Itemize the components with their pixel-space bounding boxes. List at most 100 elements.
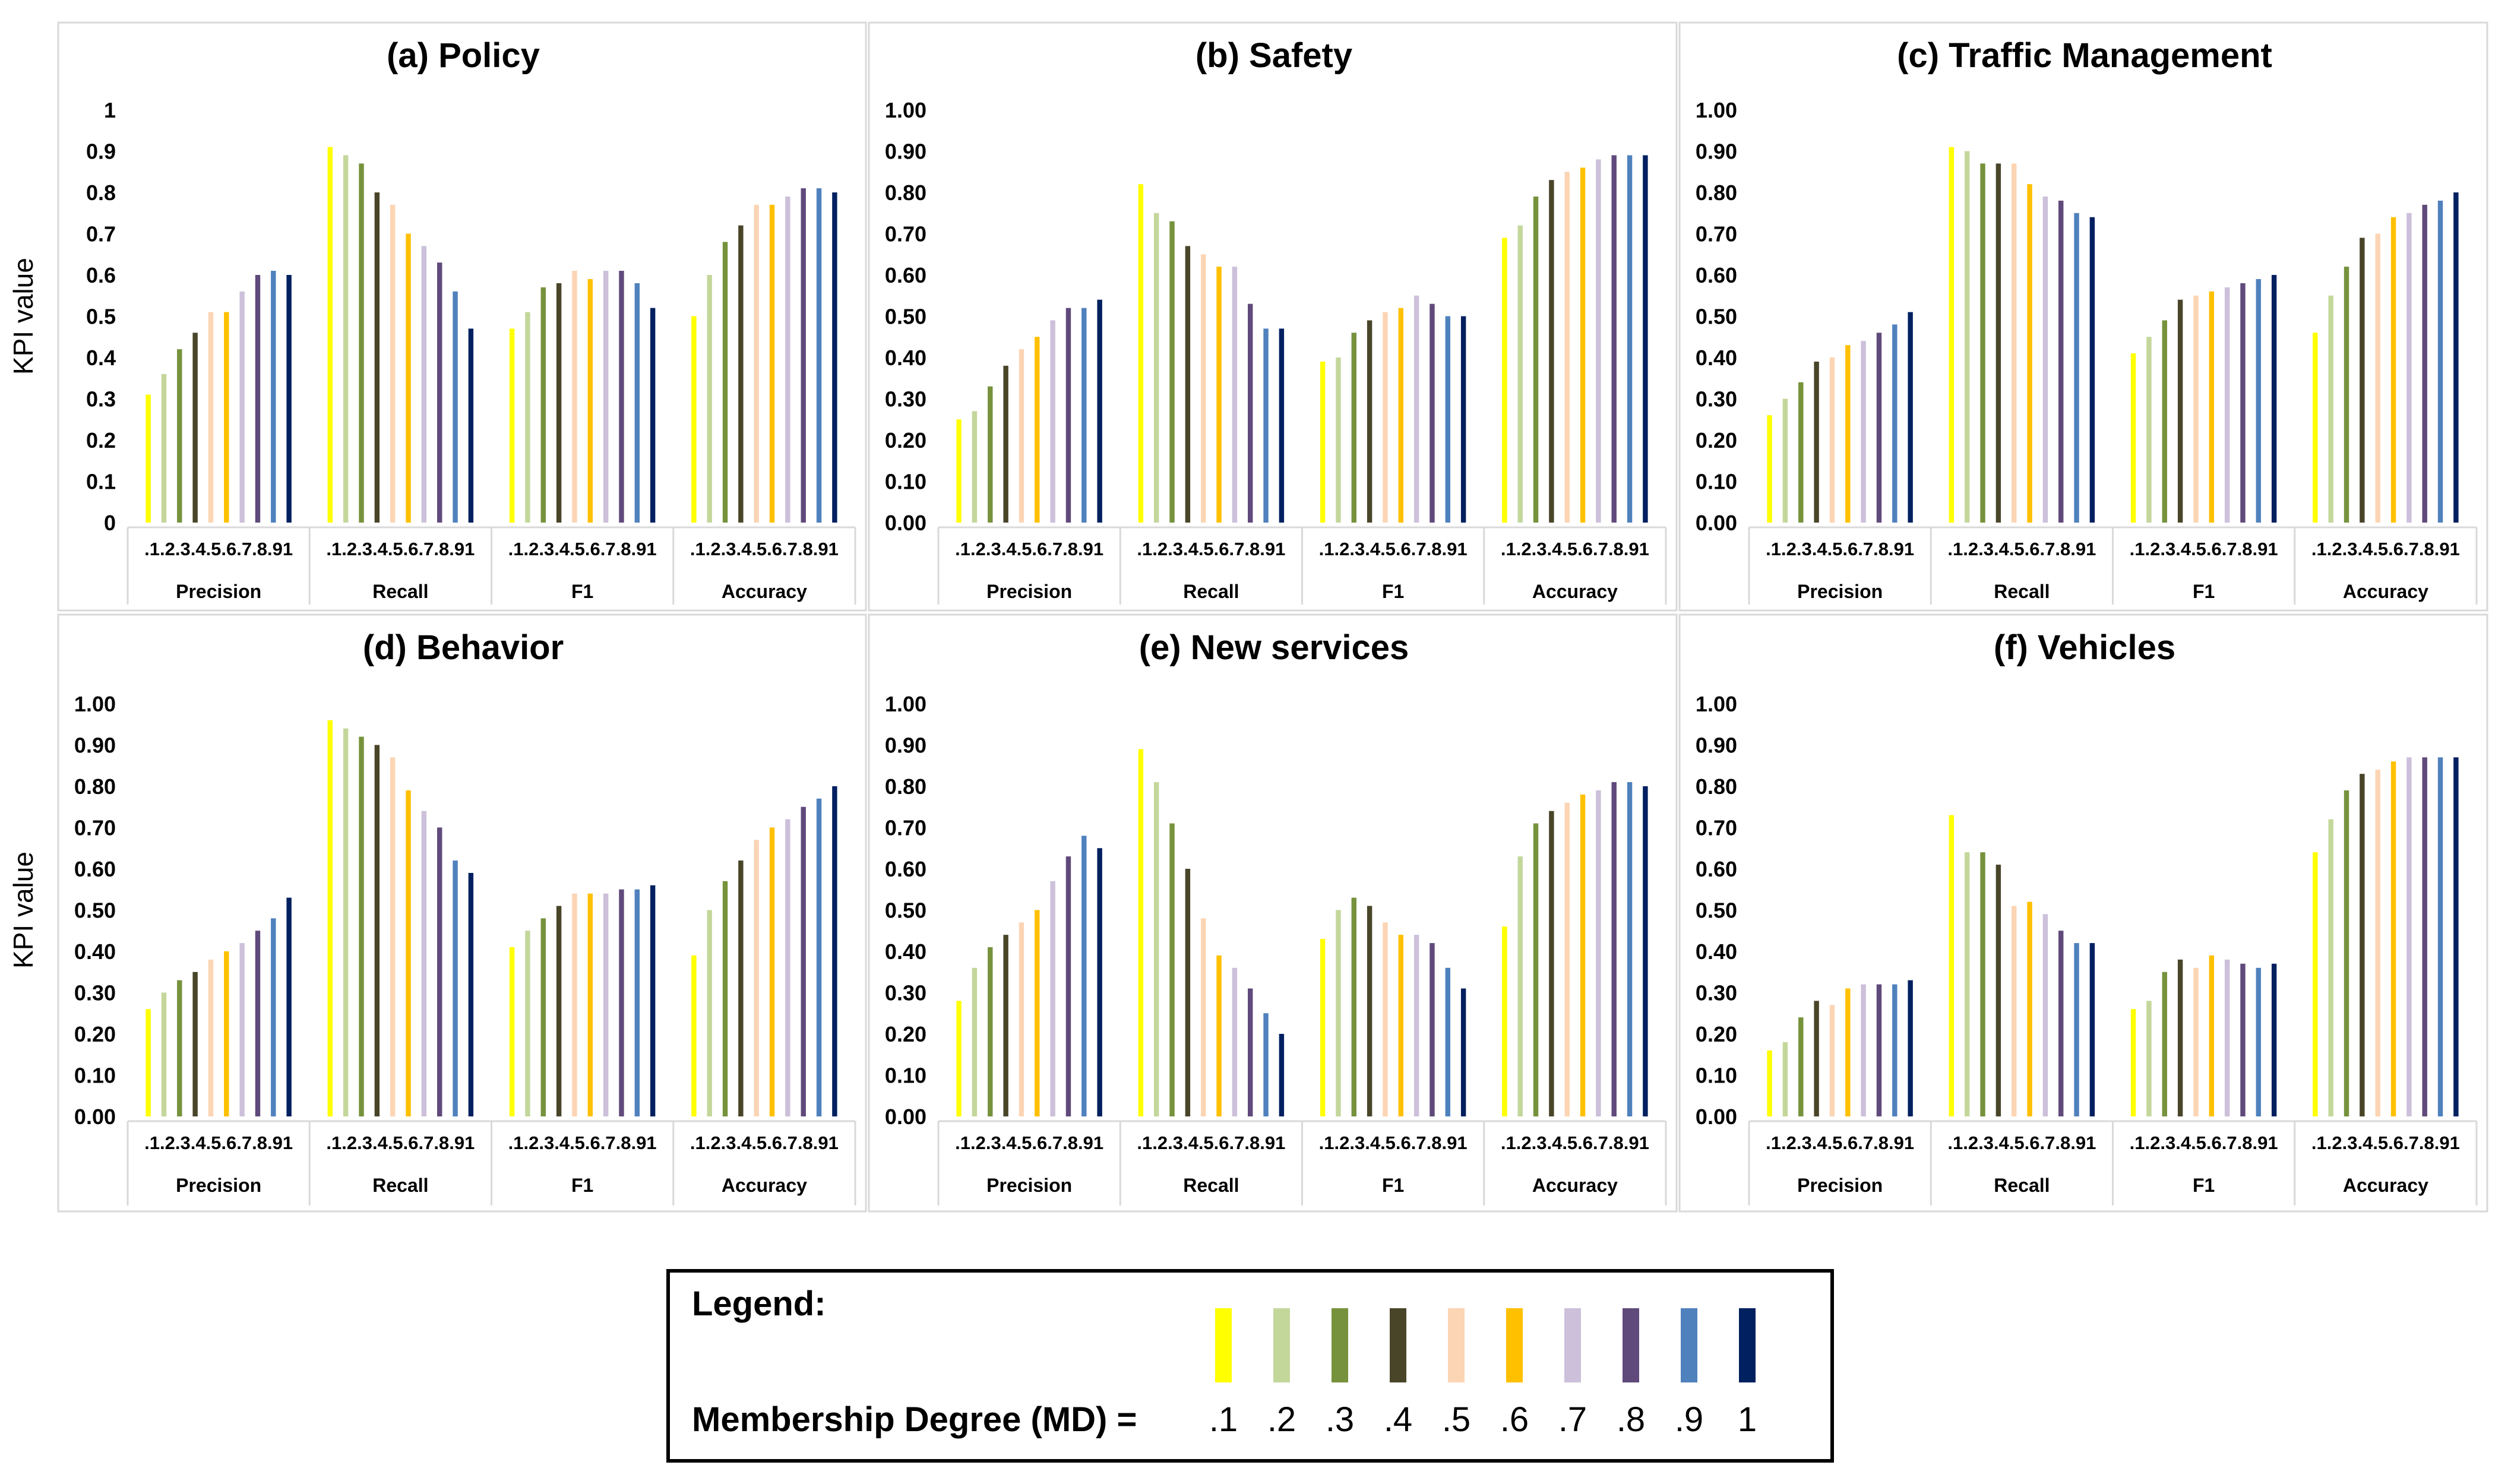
bar-f1-md-9	[634, 283, 640, 523]
chart-panel-2: (b) Safety 0.00 0.10 0.20 0.30 0.40 0.50 0.60 0.…	[868, 21, 1678, 612]
bar-precision-md-2	[161, 992, 167, 1116]
bar-recall-md-4	[1185, 246, 1191, 523]
bar-accuracy-md-3	[722, 242, 728, 523]
legend-swatch-md-4	[1390, 1308, 1406, 1382]
md-tick-labels: .1.2.3.4.5.6.7.8.91	[326, 1132, 475, 1153]
legend-swatch-md-8	[1623, 1308, 1639, 1382]
y-tick-label: 0.9	[86, 140, 116, 164]
y-tick-label: 0.60	[1696, 263, 1737, 287]
bar-accuracy-md-1	[2313, 852, 2318, 1116]
bar-precision-md-2	[972, 411, 978, 523]
category-label: F1	[571, 1175, 593, 1196]
y-tick-label: 0.70	[885, 816, 926, 840]
y-tick-label: 0.8	[86, 181, 116, 205]
bar-accuracy-md-3	[2344, 267, 2349, 523]
md-tick-labels: .1.2.3.4.5.6.7.8.91	[2311, 1132, 2460, 1153]
bar-recall-md-4	[1995, 163, 2001, 523]
category-label: Accuracy	[1532, 581, 1618, 602]
y-tick-label: 0.40	[1696, 346, 1737, 370]
bar-f1-md-6	[1398, 935, 1404, 1116]
y-tick-label: 0.50	[74, 898, 116, 923]
bar-accuracy-md-1	[2313, 333, 2318, 523]
bar-recall-md-3	[1169, 823, 1175, 1116]
md-tick-labels: .1.2.3.4.5.6.7.8.91	[690, 1132, 839, 1153]
bar-precision-md-6	[224, 312, 229, 523]
bar-accuracy-md-2	[707, 910, 712, 1116]
bar-accuracy-md-4	[1549, 180, 1554, 523]
y-tick-label: 0.80	[885, 774, 926, 799]
y-tick-label: 1.00	[885, 692, 926, 716]
y-tick-label: 1.00	[1696, 98, 1737, 122]
bar-recall-md-8	[2058, 200, 2064, 523]
md-tick-labels: .1.2.3.4.5.6.7.8.91	[955, 539, 1103, 559]
bar-recall-md-9	[2074, 213, 2079, 523]
bar-accuracy-md-2	[1517, 856, 1523, 1116]
bar-recall-md-1	[2089, 217, 2095, 523]
bar-precision-md-4	[1003, 365, 1008, 523]
bar-recall-md-3	[1980, 852, 1985, 1116]
bar-precision-md-1	[286, 275, 292, 523]
bar-accuracy-md-8	[801, 806, 806, 1116]
y-tick-label: 0.90	[74, 733, 116, 758]
md-tick-labels: .1.2.3.4.5.6.7.8.91	[144, 539, 293, 559]
bar-recall-md-2	[1153, 213, 1159, 523]
bar-recall-md-3	[1169, 221, 1175, 523]
y-tick-label: 0.10	[1696, 470, 1737, 494]
y-tick-label: 0.60	[1696, 857, 1737, 881]
y-tick-label: 1.00	[885, 98, 926, 122]
category-label: F1	[2193, 581, 2215, 602]
bar-precision-md-1	[956, 1001, 962, 1116]
bar-recall-md-9	[1263, 1013, 1269, 1116]
bar-f1-md-2	[525, 931, 530, 1116]
bar-recall-md-2	[343, 728, 349, 1116]
y-tick-label: 0.30	[74, 981, 116, 1005]
bar-precision-md-5	[1019, 349, 1024, 523]
legend-item-label: .3	[1326, 1400, 1354, 1439]
bar-accuracy-md-3	[1533, 823, 1539, 1116]
bar-precision-md-7	[1050, 881, 1055, 1116]
bar-accuracy-md-6	[2390, 761, 2396, 1116]
bar-f1-md-8	[619, 271, 624, 523]
bar-recall-md-1	[1949, 147, 1955, 523]
bar-f1-md-4	[1367, 320, 1372, 523]
bar-recall-md-1	[2089, 943, 2095, 1116]
bar-f1-md-5	[572, 271, 577, 523]
bar-precision-md-1	[146, 1009, 151, 1116]
y-tick-label: 0.50	[885, 898, 926, 923]
legend-swatch-md-6	[1506, 1308, 1523, 1382]
bar-precision-md-5	[208, 312, 214, 523]
bar-f1-md-6	[587, 893, 593, 1116]
bar-f1-md-1	[650, 308, 656, 523]
category-label: Accuracy	[722, 581, 807, 602]
category-label: Precision	[176, 1175, 261, 1196]
chart-title: (e) New services	[1139, 628, 1409, 667]
bar-precision-md-9	[1892, 324, 1898, 523]
bar-f1-md-8	[2240, 963, 2246, 1116]
bar-f1-md-8	[1430, 303, 1435, 523]
bar-f1-md-1	[1460, 988, 1466, 1116]
chart-panel-3: (c) Traffic Management 0.00 0.10 0.20 0.30 0.…	[1678, 21, 2488, 612]
bar-recall-md-5	[1200, 254, 1206, 523]
md-tick-labels: .1.2.3.4.5.6.7.8.91	[1766, 1132, 1914, 1153]
bar-f1-md-8	[1430, 943, 1435, 1116]
bar-recall-md-3	[359, 163, 364, 523]
panel-border	[57, 613, 867, 1213]
y-tick-label: 0.90	[885, 140, 926, 164]
bar-accuracy-md-5	[1564, 172, 1570, 523]
bar-accuracy-md-7	[2406, 757, 2412, 1116]
bar-precision-md-8	[1065, 308, 1071, 523]
bar-accuracy-md-9	[2437, 757, 2443, 1116]
bar-recall-md-5	[390, 757, 396, 1116]
category-label: F1	[2193, 1175, 2215, 1196]
bar-precision-md-1	[1097, 299, 1102, 523]
y-tick-label: 0.6	[86, 263, 116, 287]
bar-precision-md-5	[1829, 1005, 1835, 1116]
md-tick-labels: .1.2.3.4.5.6.7.8.91	[1319, 1132, 1468, 1153]
bar-recall-md-9	[453, 291, 458, 523]
bar-f1-md-6	[587, 279, 593, 523]
bar-accuracy-md-6	[769, 827, 775, 1116]
category-label: Recall	[1994, 581, 2050, 602]
bar-precision-md-8	[255, 931, 261, 1116]
bar-recall-md-8	[437, 827, 442, 1116]
